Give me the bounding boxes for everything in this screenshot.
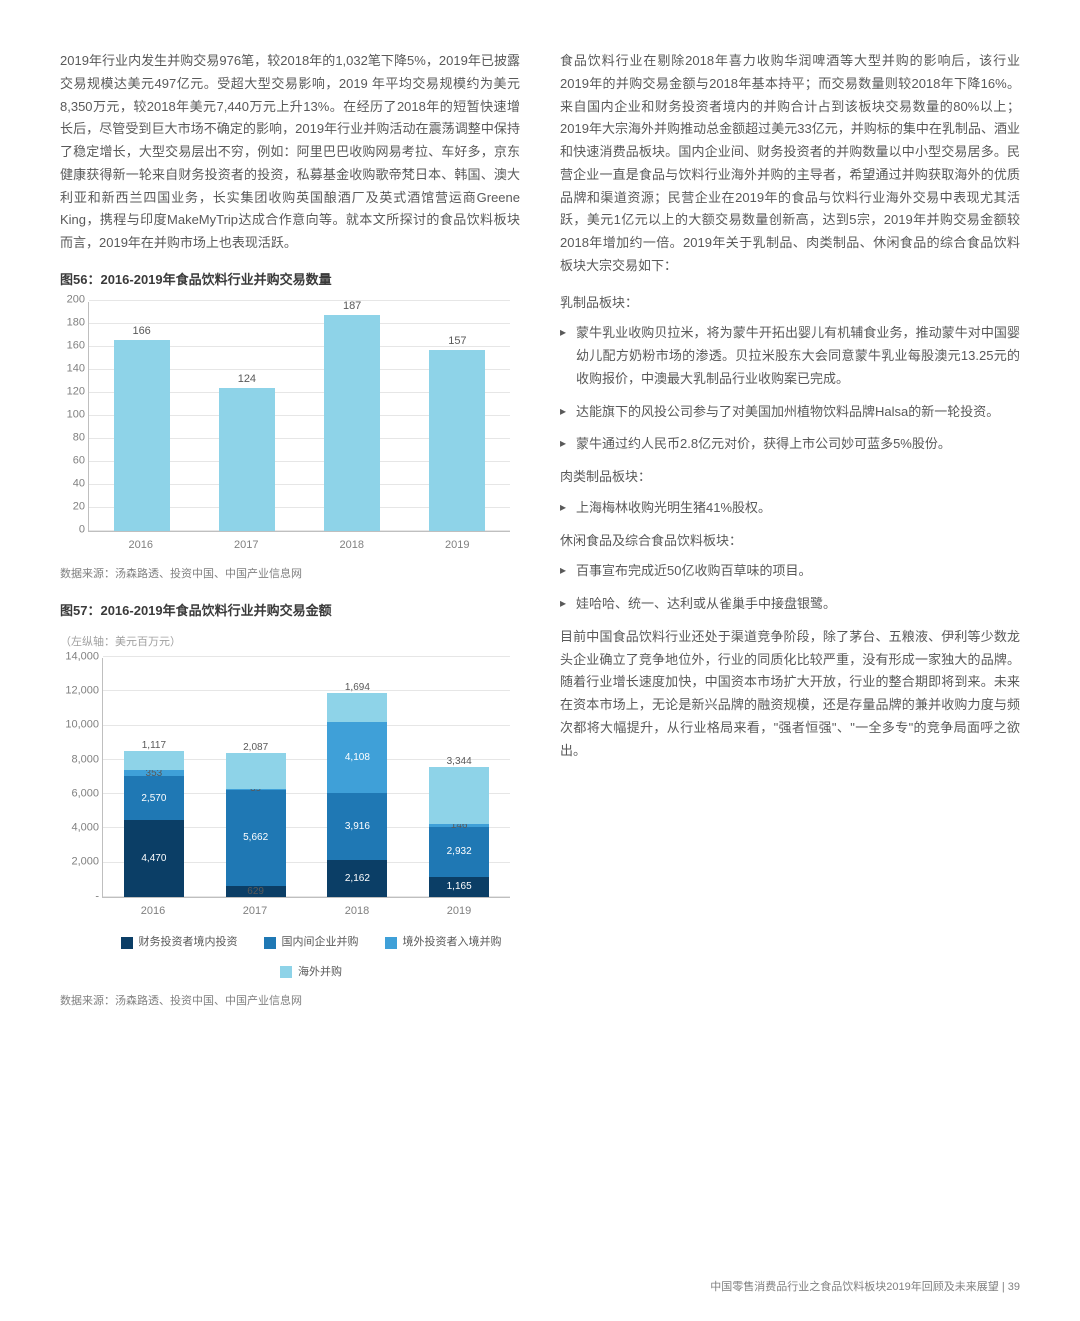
- chart2-segment: 2,162: [327, 860, 387, 897]
- chart2-segment: 629: [226, 886, 286, 897]
- chart2-stack: 2,1623,9164,1081,694: [327, 693, 387, 897]
- chart1-ylabel: 20: [59, 498, 85, 517]
- legend-swatch: [385, 937, 397, 949]
- chart1-bar-value: 124: [238, 370, 256, 389]
- chart2-stack: 1,1652,9321463,344: [429, 767, 489, 897]
- fig57-title: 图57：2016-2019年食品饮料行业并购交易金额: [60, 600, 520, 623]
- dairy-list: 蒙牛乳业收购贝拉米，将为蒙牛开拓出婴儿有机辅食业务，推动蒙牛对中国婴幼儿配方奶粉…: [560, 322, 1020, 456]
- left-para-1: 2019年行业内发生并购交易976笔，较2018年的1,032笔下降5%，201…: [60, 50, 520, 255]
- chart2-ylabel: 14,000: [57, 647, 99, 666]
- chart2-segment: 2,932: [429, 827, 489, 877]
- fig56-chart: 020406080100120140160180200166124187157 …: [60, 302, 520, 555]
- legend-swatch: [280, 966, 292, 978]
- meat-item: 上海梅林收购光明生猪41%股权。: [560, 497, 1020, 520]
- chart2-segment: 4,108: [327, 722, 387, 792]
- meat-list: 上海梅林收购光明生猪41%股权。: [560, 497, 1020, 520]
- fig56-source: 数据来源：汤森路透、投资中国、中国产业信息网: [60, 565, 520, 584]
- chart2-segment: 3,916: [327, 793, 387, 860]
- legend-label: 境外投资者入境并购: [403, 933, 502, 952]
- chart1-ylabel: 100: [59, 406, 85, 425]
- chart2-ylabel: 12,000: [57, 682, 99, 701]
- chart1-xlabel: 2017: [234, 536, 258, 555]
- chart2-segment: 1,694: [327, 693, 387, 722]
- chart1-bar: 157: [429, 350, 485, 531]
- dairy-item: 蒙牛乳业收购贝拉米，将为蒙牛开拓出婴儿有机辅食业务，推动蒙牛对中国婴幼儿配方奶粉…: [560, 322, 1020, 390]
- legend-item: 境外投资者入境并购: [385, 933, 502, 952]
- right-column: 食品饮料行业在剔除2018年喜力收购华润啤酒等大型并购的影响后，该行业2019年…: [560, 50, 1020, 1027]
- chart1-bar: 187: [324, 315, 380, 530]
- chart2-segment: 39: [226, 789, 286, 790]
- chart2-segment: 5,662: [226, 789, 286, 886]
- chart1-ylabel: 200: [59, 291, 85, 310]
- fig56-title: 图56：2016-2019年食品饮料行业并购交易数量: [60, 269, 520, 292]
- fig57-source: 数据来源：汤森路透、投资中国、中国产业信息网: [60, 992, 520, 1011]
- chart2-segment: 4,470: [124, 820, 184, 897]
- snack-list: 百事宣布完成近50亿收购百草味的项目。娃哈哈、统一、达利或从雀巢手中接盘银鹭。: [560, 560, 1020, 616]
- right-para-1: 食品饮料行业在剔除2018年喜力收购华润啤酒等大型并购的影响后，该行业2019年…: [560, 50, 1020, 278]
- chart1-ylabel: 80: [59, 429, 85, 448]
- fig57-axis-note: （左纵轴：美元百万元）: [60, 633, 520, 652]
- page-footer: 中国零售消费品行业之食品饮料板块2019年回顾及未来展望 | 39: [710, 1278, 1020, 1297]
- legend-label: 海外并购: [298, 963, 342, 982]
- snack-label: 休闲食品及综合食品饮料板块：: [560, 530, 1020, 553]
- page-columns: 2019年行业内发生并购交易976笔，较2018年的1,032笔下降5%，201…: [60, 50, 1020, 1027]
- chart1-xlabel: 2018: [340, 536, 364, 555]
- legend-item: 国内间企业并购: [264, 933, 359, 952]
- dairy-label: 乳制品板块：: [560, 292, 1020, 315]
- snack-item: 百事宣布完成近50亿收购百草味的项目。: [560, 560, 1020, 583]
- chart1-xlabel: 2016: [129, 536, 153, 555]
- chart2-ylabel: 8,000: [57, 750, 99, 769]
- chart1-bar-value: 157: [448, 332, 466, 351]
- dairy-item: 达能旗下的风投公司参与了对美国加州植物饮料品牌Halsa的新一轮投资。: [560, 401, 1020, 424]
- chart2-xlabel: 2017: [243, 902, 267, 921]
- chart2-ylabel: 4,000: [57, 819, 99, 838]
- chart2-segment: 146: [429, 824, 489, 827]
- chart2-ylabel: 10,000: [57, 716, 99, 735]
- chart1-ylabel: 120: [59, 383, 85, 402]
- chart1-bar-value: 166: [132, 322, 150, 341]
- fig57-chart: -2,0004,0006,0008,00010,00012,00014,0004…: [60, 658, 520, 982]
- chart1-ylabel: 140: [59, 360, 85, 379]
- chart1-ylabel: 180: [59, 314, 85, 333]
- chart2-ylabel: -: [57, 887, 99, 906]
- dairy-item: 蒙牛通过约人民币2.8亿元对价，获得上市公司妙可蓝多5%股份。: [560, 433, 1020, 456]
- legend-swatch: [264, 937, 276, 949]
- chart2-segment: 2,087: [226, 753, 286, 789]
- chart2-xlabel: 2018: [345, 902, 369, 921]
- legend-item: 海外并购: [280, 963, 342, 982]
- chart2-ylabel: 2,000: [57, 853, 99, 872]
- footer-text: 中国零售消费品行业之食品饮料板块2019年回顾及未来展望: [710, 1281, 998, 1293]
- meat-label: 肉类制品板块：: [560, 466, 1020, 489]
- left-column: 2019年行业内发生并购交易976笔，较2018年的1,032笔下降5%，201…: [60, 50, 520, 1027]
- chart2-segment: 3,344: [429, 767, 489, 824]
- chart2-stack: 6295,662392,087: [226, 753, 286, 897]
- chart2-segment: 1,117: [124, 751, 184, 770]
- chart1-xlabel: 2019: [445, 536, 469, 555]
- snack-item: 娃哈哈、统一、达利或从雀巢手中接盘银鹭。: [560, 593, 1020, 616]
- chart2-xlabel: 2019: [447, 902, 471, 921]
- chart1-ylabel: 0: [59, 521, 85, 540]
- chart1-bar: 166: [114, 340, 170, 531]
- footer-page: 39: [1008, 1281, 1020, 1293]
- chart1-ylabel: 60: [59, 452, 85, 471]
- legend-label: 国内间企业并购: [282, 933, 359, 952]
- chart2-stack: 4,4702,5703531,117: [124, 751, 184, 897]
- chart2-segment: 1,165: [429, 877, 489, 897]
- right-para-2: 目前中国食品饮料行业还处于渠道竞争阶段，除了茅台、五粮液、伊利等少数龙头企业确立…: [560, 626, 1020, 763]
- chart2-xlabel: 2016: [141, 902, 165, 921]
- chart2-ylabel: 6,000: [57, 785, 99, 804]
- legend-label: 财务投资者境内投资: [139, 933, 238, 952]
- legend-item: 财务投资者境内投资: [121, 933, 238, 952]
- legend-swatch: [121, 937, 133, 949]
- chart2-segment: 2,570: [124, 776, 184, 820]
- chart1-bar: 124: [219, 388, 275, 531]
- chart2-segment: 353: [124, 770, 184, 776]
- chart1-bar-value: 187: [343, 297, 361, 316]
- chart1-ylabel: 40: [59, 475, 85, 494]
- chart1-ylabel: 160: [59, 337, 85, 356]
